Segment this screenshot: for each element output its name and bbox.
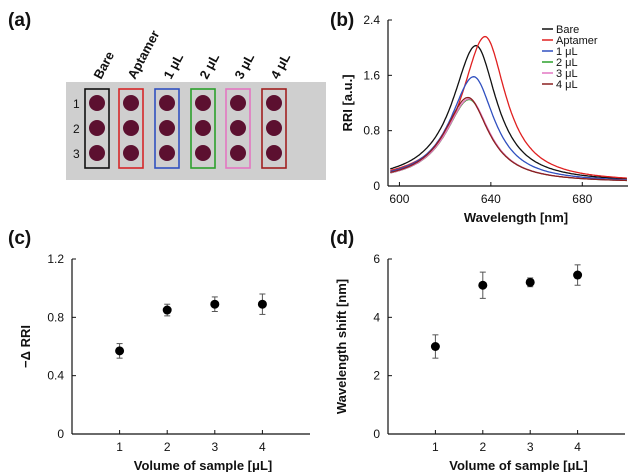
y-tick-label: 1.2 — [47, 252, 64, 266]
spectrum-line — [390, 44, 627, 180]
chip-well-dot — [230, 95, 246, 111]
x-tick-label: 1 — [432, 440, 439, 454]
y-tick-label: 0 — [57, 427, 64, 441]
y-tick-label: 2.4 — [363, 13, 380, 27]
data-point — [257, 299, 267, 309]
chip-row-label: 2 — [73, 122, 80, 136]
legend-label: Aptamer — [556, 35, 598, 47]
legend-label: 3 μL — [556, 68, 578, 80]
chip-well-dot — [195, 145, 211, 161]
chip-well-dot — [89, 145, 105, 161]
panel-label-a: (a) — [8, 10, 32, 31]
x-tick-label: 3 — [527, 440, 534, 454]
y-tick-label: 2 — [373, 369, 380, 383]
y-axis-title: RRI [a.u.] — [340, 74, 355, 131]
y-tick-label: 0.8 — [47, 310, 64, 324]
chip-well-dot — [159, 145, 175, 161]
chip-well-dot — [266, 120, 282, 136]
data-point — [525, 277, 535, 287]
data-point — [573, 270, 583, 280]
chip-column-border — [118, 88, 144, 169]
y-tick-label: 1.6 — [363, 68, 380, 82]
x-tick-label: 640 — [481, 192, 501, 206]
data-point — [430, 342, 440, 351]
chip-row-label: 1 — [73, 97, 80, 111]
chip-well-dot — [123, 95, 139, 111]
x-axis-title: Volume of sample [μL] — [134, 458, 272, 472]
chip-column-border — [261, 88, 287, 169]
data-point — [162, 305, 172, 315]
x-tick-label: 4 — [574, 440, 581, 454]
panel-label-b: (b) — [330, 10, 355, 31]
x-axis-title: Wavelength [nm] — [464, 210, 568, 225]
y-tick-label: 6 — [373, 252, 380, 266]
spectrum-line — [390, 76, 627, 181]
panel-label-c: (c) — [8, 228, 32, 249]
data-point — [478, 280, 488, 290]
y-tick-label: 0.4 — [47, 369, 64, 383]
x-tick-label: 2 — [479, 440, 486, 454]
chip-column-border — [190, 88, 216, 169]
legend-label: 2 μL — [556, 57, 578, 69]
chip-well-dot — [266, 145, 282, 161]
x-axis-title: Volume of sample [μL] — [449, 458, 587, 472]
chip-well-dot — [230, 145, 246, 161]
y-tick-label: 0.8 — [363, 124, 380, 138]
panel-label-d: (d) — [330, 228, 355, 249]
chip-well-dot — [159, 95, 175, 111]
legend-label: 1 μL — [556, 46, 578, 58]
y-tick-label: 4 — [373, 310, 380, 324]
y-tick-label: 0 — [373, 179, 380, 193]
chip-well-dot — [123, 145, 139, 161]
x-tick-label: 680 — [572, 192, 592, 206]
data-point — [210, 299, 220, 309]
x-tick-label: 600 — [389, 192, 409, 206]
legend-label: 4 μL — [556, 79, 578, 91]
chip-well-dot — [266, 95, 282, 111]
chip-column-border — [84, 88, 110, 169]
chip-well-dot — [230, 120, 246, 136]
chip-well-dot — [195, 95, 211, 111]
y-tick-label: 0 — [373, 427, 380, 441]
x-tick-label: 3 — [211, 440, 218, 454]
chip-row-label: 3 — [73, 147, 80, 161]
chip-well-dot — [89, 120, 105, 136]
spectrum-line — [390, 96, 627, 182]
x-tick-label: 2 — [164, 440, 171, 454]
legend-label: Bare — [556, 24, 579, 36]
chip-well-dot — [123, 120, 139, 136]
chip-well-dot — [195, 120, 211, 136]
chip-column-border — [154, 88, 180, 169]
y-axis-title: Wavelength shift [nm] — [334, 279, 349, 414]
data-point — [115, 346, 125, 356]
chip-well-dot — [89, 95, 105, 111]
x-tick-label: 1 — [116, 440, 123, 454]
y-axis-title: −Δ RRI — [18, 325, 33, 368]
chip-column-border — [225, 88, 251, 169]
x-tick-label: 4 — [259, 440, 266, 454]
chip-well-dot — [159, 120, 175, 136]
